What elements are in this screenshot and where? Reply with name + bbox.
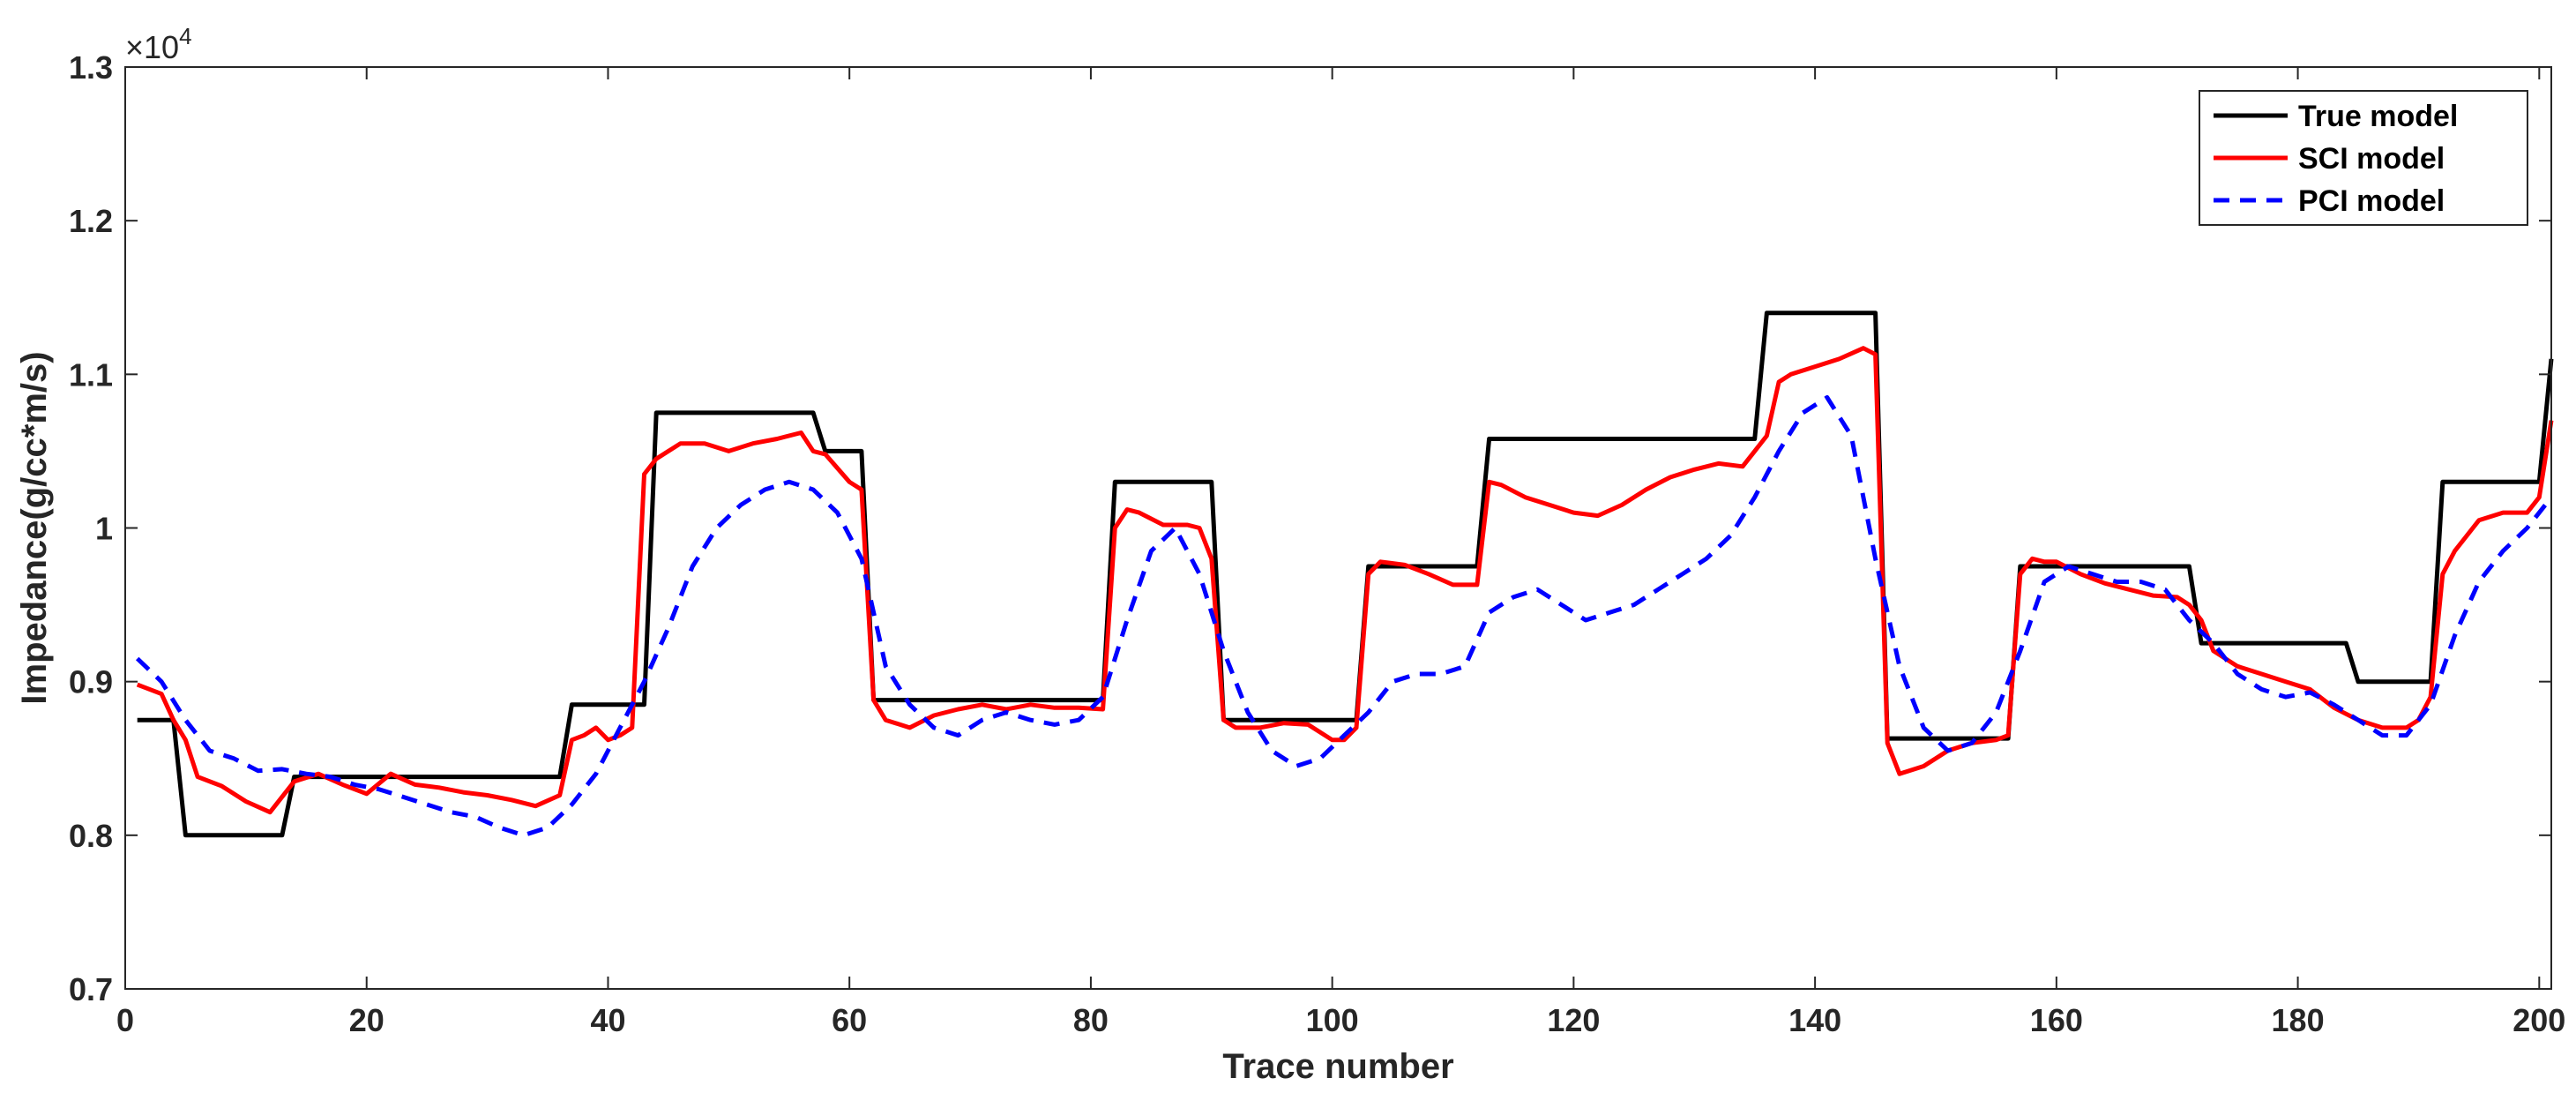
x-tick-label: 100	[1306, 1002, 1359, 1038]
y-tick-label: 1.3	[69, 49, 113, 86]
x-tick-label: 140	[1788, 1002, 1841, 1038]
x-tick-label: 80	[1073, 1002, 1109, 1038]
legend: True model SCI model PCI model	[2199, 90, 2528, 226]
exponent-power: 4	[179, 23, 191, 49]
legend-label: PCI model	[2298, 184, 2445, 218]
y-tick-label: 1	[95, 511, 113, 547]
series-line-sci-model	[136, 346, 2554, 815]
legend-label: True model	[2298, 100, 2458, 133]
x-axis-title: Trace number	[1222, 1047, 1453, 1086]
y-tick-label: 0.7	[69, 971, 113, 1007]
y-axis-exponent: ×104	[125, 23, 192, 65]
x-tick-label: 40	[590, 1002, 625, 1038]
x-tick-label: 120	[1547, 1002, 1600, 1038]
x-tick-label: 180	[2272, 1002, 2325, 1038]
y-tick-label: 0.9	[69, 664, 113, 700]
exponent-base: ×10	[125, 29, 179, 65]
plot-area	[125, 67, 2551, 989]
legend-label: SCI model	[2298, 142, 2445, 176]
y-axis-title: Impedance(g/cc*m/s)	[15, 351, 54, 704]
x-tick-label: 0	[116, 1002, 134, 1038]
axis-layer: 0 20 40 60 80 100 120 140 160 180 200 0.7 0.8 0.9 1 1.1…	[69, 49, 2565, 1038]
x-tick-label: 20	[349, 1002, 385, 1038]
series-layer	[135, 311, 2554, 838]
y-tick-label: 0.8	[69, 818, 113, 854]
y-tick-label: 1.1	[69, 356, 113, 393]
x-tick-label: 60	[832, 1002, 867, 1038]
x-tick-label: 200	[2513, 1002, 2565, 1038]
series-line-pci-model	[135, 395, 2553, 838]
x-tick-label: 160	[2030, 1002, 2083, 1038]
y-tick-label: 1.2	[69, 203, 113, 239]
